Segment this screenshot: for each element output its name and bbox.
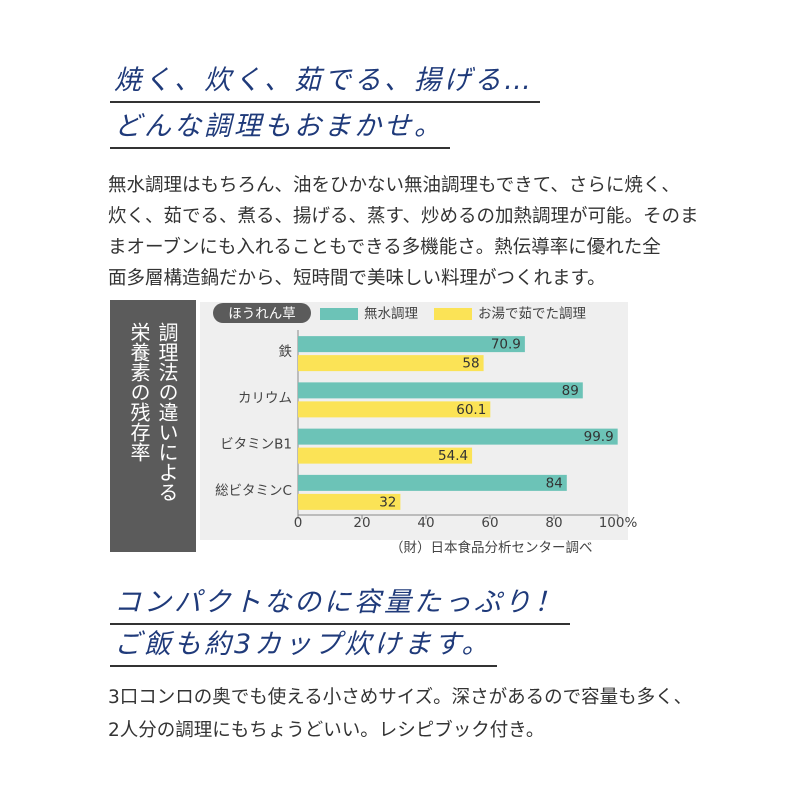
source-note: （財）日本食品分析センター調べ	[390, 539, 593, 556]
heading: コンパクトなのに容量たっぷり！	[110, 580, 570, 625]
bar	[298, 493, 401, 510]
bar	[298, 355, 484, 372]
subject-label: ほうれん草	[228, 306, 296, 322]
paragraph-line: 2人分の調理にもちょうどいい。レシピブック付き。	[108, 720, 545, 741]
x-tick-label: 40	[417, 515, 434, 531]
data-label: 60.1	[456, 402, 486, 418]
data-label: 32	[379, 494, 396, 510]
y-tick-label: カリウム	[238, 390, 292, 406]
chart-title: 栄養素の残存率	[127, 322, 151, 462]
legend-label: 無水調理	[364, 306, 418, 322]
bar	[298, 401, 491, 418]
legend-swatch	[434, 308, 472, 320]
data-label: 54.4	[438, 448, 468, 464]
data-label: 58	[462, 356, 479, 372]
y-tick-label: ビタミンB1	[220, 437, 292, 453]
bar	[298, 428, 618, 445]
chart-title: 調理法の違いによる	[155, 322, 179, 502]
x-tick-label: 80	[545, 515, 562, 531]
legend-label: お湯で茹でた調理	[478, 305, 586, 322]
subject-tag	[213, 303, 311, 323]
y-tick-label: 鉄	[279, 344, 293, 360]
paragraph-line: 面多層構造鍋だから、短時間で美味しい料理がつくれます。	[108, 268, 606, 289]
bar	[298, 336, 525, 353]
legend-swatch	[320, 308, 358, 320]
data-label: 99.9	[584, 429, 614, 445]
chart-title-box: 調理法の違いによる 栄養素の残存率	[110, 300, 196, 552]
x-tick-label: 0	[294, 515, 303, 531]
bar	[298, 382, 583, 399]
paragraph-line: まオーブンにも入れることもできる多機能さ。熱伝導率に優れた全	[108, 237, 661, 258]
bar	[298, 474, 567, 491]
bar	[298, 447, 473, 464]
paragraph-line: 炊く、茹でる、煮る、揚げる、蒸す、炒めるの加熱調理が可能。そのま	[108, 206, 699, 227]
x-tick-label: 60	[481, 515, 498, 531]
heading: ご飯も約3カップ炊けます。	[110, 622, 498, 667]
y-tick-label: 総ビタミンC	[215, 483, 292, 499]
data-label: 84	[546, 475, 563, 491]
heading: どんな調理もおまかせ。	[110, 104, 450, 149]
x-tick-label: 20	[353, 515, 370, 531]
data-label: 70.9	[491, 337, 521, 353]
paragraph-line: 3口コンロの奥でも使える小さめサイズ。深さがあるので容量も多く、	[108, 687, 693, 708]
x-tick-label: 100%	[599, 515, 638, 531]
data-label: 89	[562, 383, 579, 399]
paragraph-line: 無水調理はもちろん、油をひかない無油調理もできて、さらに焼く、	[108, 175, 680, 196]
heading: 焼く、炊く、茹でる、揚げる…	[110, 58, 540, 103]
